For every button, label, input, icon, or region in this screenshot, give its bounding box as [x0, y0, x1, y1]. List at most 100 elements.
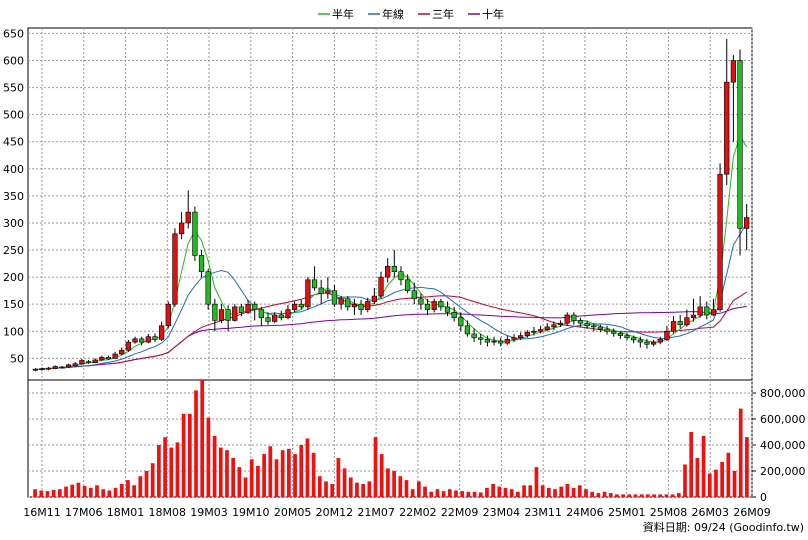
- volume-bar: [522, 485, 526, 497]
- legend-label: 年線: [382, 7, 404, 21]
- volume-bar: [497, 486, 502, 497]
- volume-bar: [540, 485, 545, 497]
- candle-body: [32, 368, 38, 371]
- candle-body: [265, 317, 271, 322]
- volume-bar: [324, 481, 328, 497]
- volume-bar: [317, 476, 322, 497]
- volume-bar: [559, 486, 564, 497]
- candle-body: [584, 322, 590, 327]
- candle-body: [518, 335, 524, 339]
- candle-body: [345, 298, 351, 308]
- ma-line-2: [35, 223, 748, 370]
- candle-body: [338, 298, 344, 305]
- volume-bar: [664, 494, 669, 497]
- volume-bar: [695, 458, 700, 497]
- candle-body: [744, 217, 750, 229]
- volume-bar: [299, 445, 304, 497]
- volume-bar: [707, 473, 712, 497]
- x-tick-label: 26M03: [691, 506, 729, 519]
- candle-body: [438, 301, 444, 308]
- candle-body: [178, 222, 185, 235]
- candle-body: [544, 326, 550, 330]
- volume-bar: [181, 413, 186, 497]
- volume-plot-area: [27, 379, 753, 498]
- volume-bar: [491, 484, 495, 497]
- candle-body: [198, 255, 205, 272]
- candle-body: [225, 309, 231, 321]
- price-y-tick-label: 350: [3, 190, 24, 203]
- volume-bar: [88, 487, 93, 497]
- candle-body: [511, 337, 517, 340]
- candle-body: [305, 279, 311, 308]
- volume-bar: [590, 491, 595, 497]
- volume-bar: [441, 491, 446, 497]
- volume-bar: [274, 459, 279, 497]
- candle-body: [478, 337, 484, 340]
- candle-body: [411, 290, 417, 300]
- candle-body: [451, 312, 457, 319]
- candle-body: [484, 339, 491, 343]
- candle-body: [637, 339, 643, 343]
- price-y-tick-label: 550: [3, 82, 24, 95]
- volume-bar: [268, 446, 273, 497]
- candle-body: [684, 317, 690, 326]
- ma-line-3: [35, 291, 747, 370]
- candle-body: [564, 314, 570, 324]
- volume-bar: [416, 481, 421, 497]
- candle-body: [205, 271, 211, 305]
- candle-body: [444, 306, 451, 313]
- candle-body: [378, 276, 384, 297]
- candle-body: [664, 330, 670, 340]
- volume-bar: [70, 484, 75, 497]
- candle-body: [132, 338, 138, 343]
- volume-bar: [231, 458, 236, 497]
- candle-body: [272, 314, 278, 322]
- candle-body: [252, 303, 258, 310]
- x-tick-label: 22M09: [441, 506, 479, 519]
- x-tick-label: 25M08: [650, 506, 688, 519]
- volume-bar: [101, 489, 106, 497]
- volume-bar: [150, 463, 155, 497]
- price-y-tick-label: 50: [10, 352, 24, 365]
- volume-bar: [689, 432, 694, 497]
- candle-body: [79, 360, 85, 365]
- volume-bar: [386, 468, 390, 497]
- price-y-tick-label: 100: [3, 325, 24, 338]
- candle-body: [258, 309, 264, 319]
- volume-bar: [466, 491, 471, 497]
- x-tick-label: 19M03: [190, 506, 228, 519]
- candle-body: [471, 333, 477, 339]
- x-tick-label: 24M06: [566, 506, 604, 519]
- candle-body: [524, 332, 530, 336]
- volume-bar: [571, 487, 576, 497]
- volume-bar: [546, 487, 551, 497]
- volume-bar: [157, 445, 161, 497]
- candle-body: [52, 366, 58, 369]
- volume-bar: [621, 494, 625, 497]
- candle-body: [737, 60, 743, 229]
- volume-bar: [738, 408, 743, 497]
- volume-bar: [503, 487, 508, 497]
- volume-bar: [553, 489, 557, 497]
- candle-body: [591, 325, 597, 328]
- volume-bar: [429, 491, 434, 497]
- volume-bar: [212, 435, 217, 497]
- volume-bar: [348, 477, 353, 497]
- candle-body: [670, 321, 677, 332]
- volume-bar: [516, 491, 520, 497]
- candle-body: [185, 211, 191, 224]
- candle-body: [278, 314, 284, 319]
- volume-bar: [639, 494, 644, 497]
- volume-bar: [76, 482, 81, 497]
- candle-body: [39, 368, 45, 371]
- volume-bar: [113, 487, 118, 497]
- volume-bar: [311, 452, 316, 497]
- volume-y-tick-label: 0: [760, 491, 767, 504]
- candle-body: [730, 60, 737, 83]
- x-tick-label: 26M09: [733, 506, 771, 519]
- volume-bar: [608, 493, 613, 497]
- volume-bar: [633, 494, 638, 497]
- candle-body: [351, 303, 358, 308]
- candle-body: [92, 359, 98, 363]
